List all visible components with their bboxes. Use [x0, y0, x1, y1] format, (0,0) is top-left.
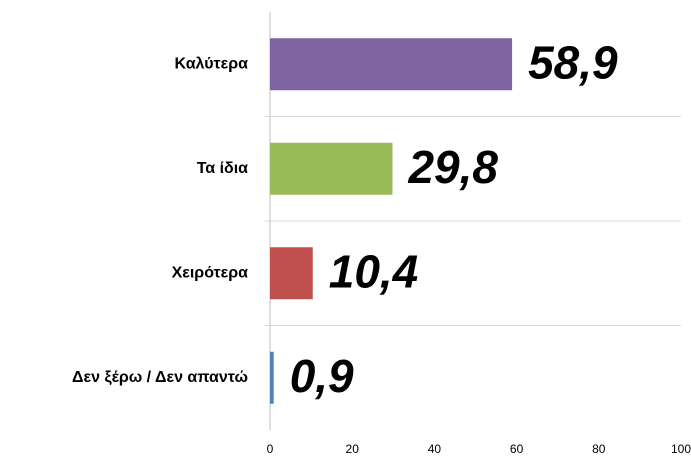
bar — [270, 38, 513, 91]
x-tick-label: 100 — [671, 442, 691, 456]
x-tick-label: 0 — [267, 442, 274, 456]
bar — [270, 351, 274, 404]
category-label: Καλύτερα — [175, 55, 249, 72]
x-tick-label: 40 — [428, 442, 442, 456]
bar — [270, 247, 313, 300]
value-label: 58,9 — [528, 36, 618, 88]
category-label: Χειρότερα — [172, 264, 249, 281]
value-label: 29,8 — [407, 141, 498, 193]
x-tick-label: 80 — [592, 442, 606, 456]
bar — [270, 142, 393, 195]
value-label: 0,9 — [290, 350, 354, 402]
category-label: Τα ίδια — [197, 160, 248, 177]
category-label: Δεν ξέρω / Δεν απαντώ — [72, 369, 248, 386]
value-label: 10,4 — [329, 245, 419, 297]
x-tick-label: 20 — [346, 442, 360, 456]
x-tick-label: 60 — [510, 442, 524, 456]
